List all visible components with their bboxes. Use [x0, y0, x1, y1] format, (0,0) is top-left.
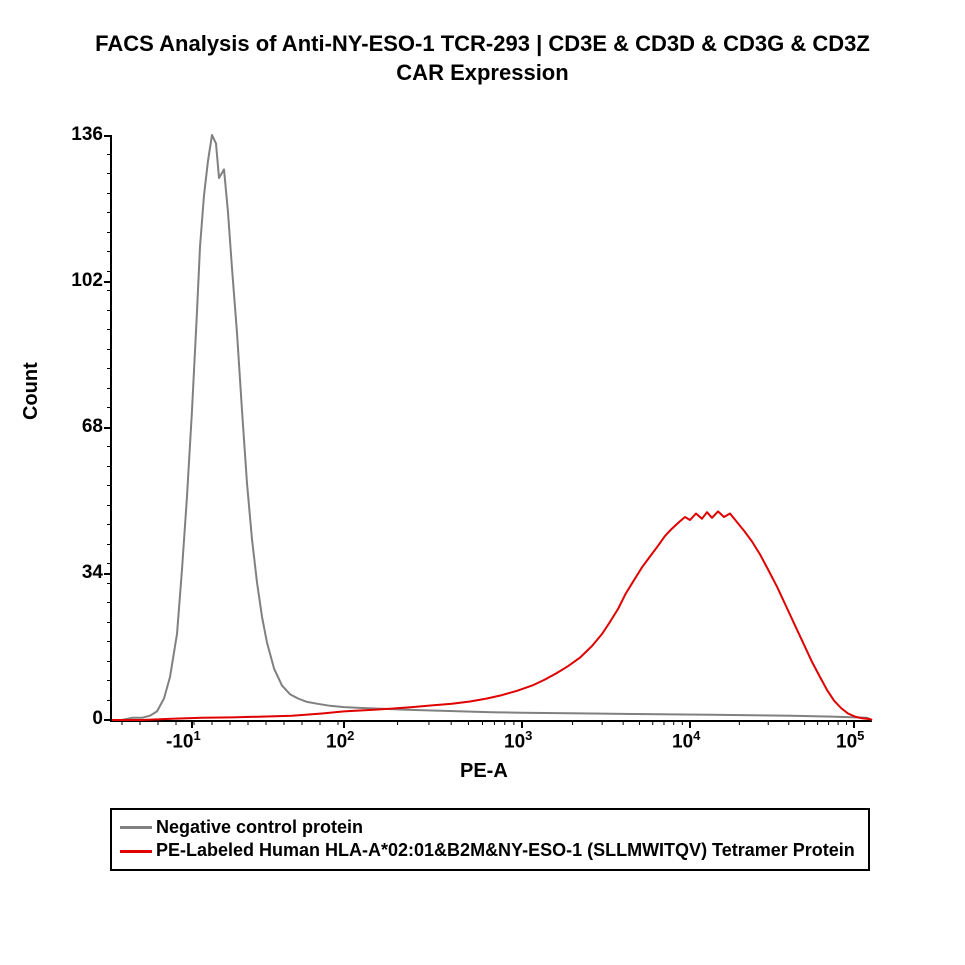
legend-item-0: Negative control protein [120, 816, 860, 839]
y-major-tick [104, 281, 112, 283]
x-tick-2: 103 [504, 728, 532, 753]
y-tick-3: 102 [53, 270, 103, 292]
histogram-svg [112, 135, 872, 720]
y-tick-4: 136 [53, 124, 103, 146]
y-tick-2: 68 [53, 416, 103, 438]
x-axis-label: PE-A [460, 760, 508, 783]
legend: Negative control protein PE-Labeled Huma… [110, 808, 870, 871]
y-major-tick [104, 135, 112, 137]
y-axis-label: Count [20, 362, 43, 420]
title-line-2: CAR Expression [396, 60, 568, 85]
series-pe-labeled [112, 511, 872, 720]
y-major-tick [104, 573, 112, 575]
chart-container: FACS Analysis of Anti-NY-ESO-1 TCR-293 |… [0, 0, 965, 965]
y-tick-1: 34 [53, 562, 103, 584]
y-tick-0: 0 [53, 708, 103, 730]
x-tick-1: 102 [326, 728, 354, 753]
legend-swatch-1 [120, 850, 152, 853]
legend-item-1: PE-Labeled Human HLA-A*02:01&B2M&NY-ESO-… [120, 839, 860, 862]
x-tick-0: -101 [166, 728, 201, 753]
legend-label-1: PE-Labeled Human HLA-A*02:01&B2M&NY-ESO-… [156, 839, 855, 862]
series-negative-control [112, 135, 872, 720]
legend-swatch-0 [120, 826, 152, 829]
x-tick-3: 104 [672, 728, 700, 753]
title-line-1: FACS Analysis of Anti-NY-ESO-1 TCR-293 |… [95, 31, 870, 56]
x-tick-4: 105 [836, 728, 864, 753]
legend-label-0: Negative control protein [156, 816, 363, 839]
chart-title: FACS Analysis of Anti-NY-ESO-1 TCR-293 |… [0, 0, 965, 87]
plot-area [110, 135, 872, 722]
